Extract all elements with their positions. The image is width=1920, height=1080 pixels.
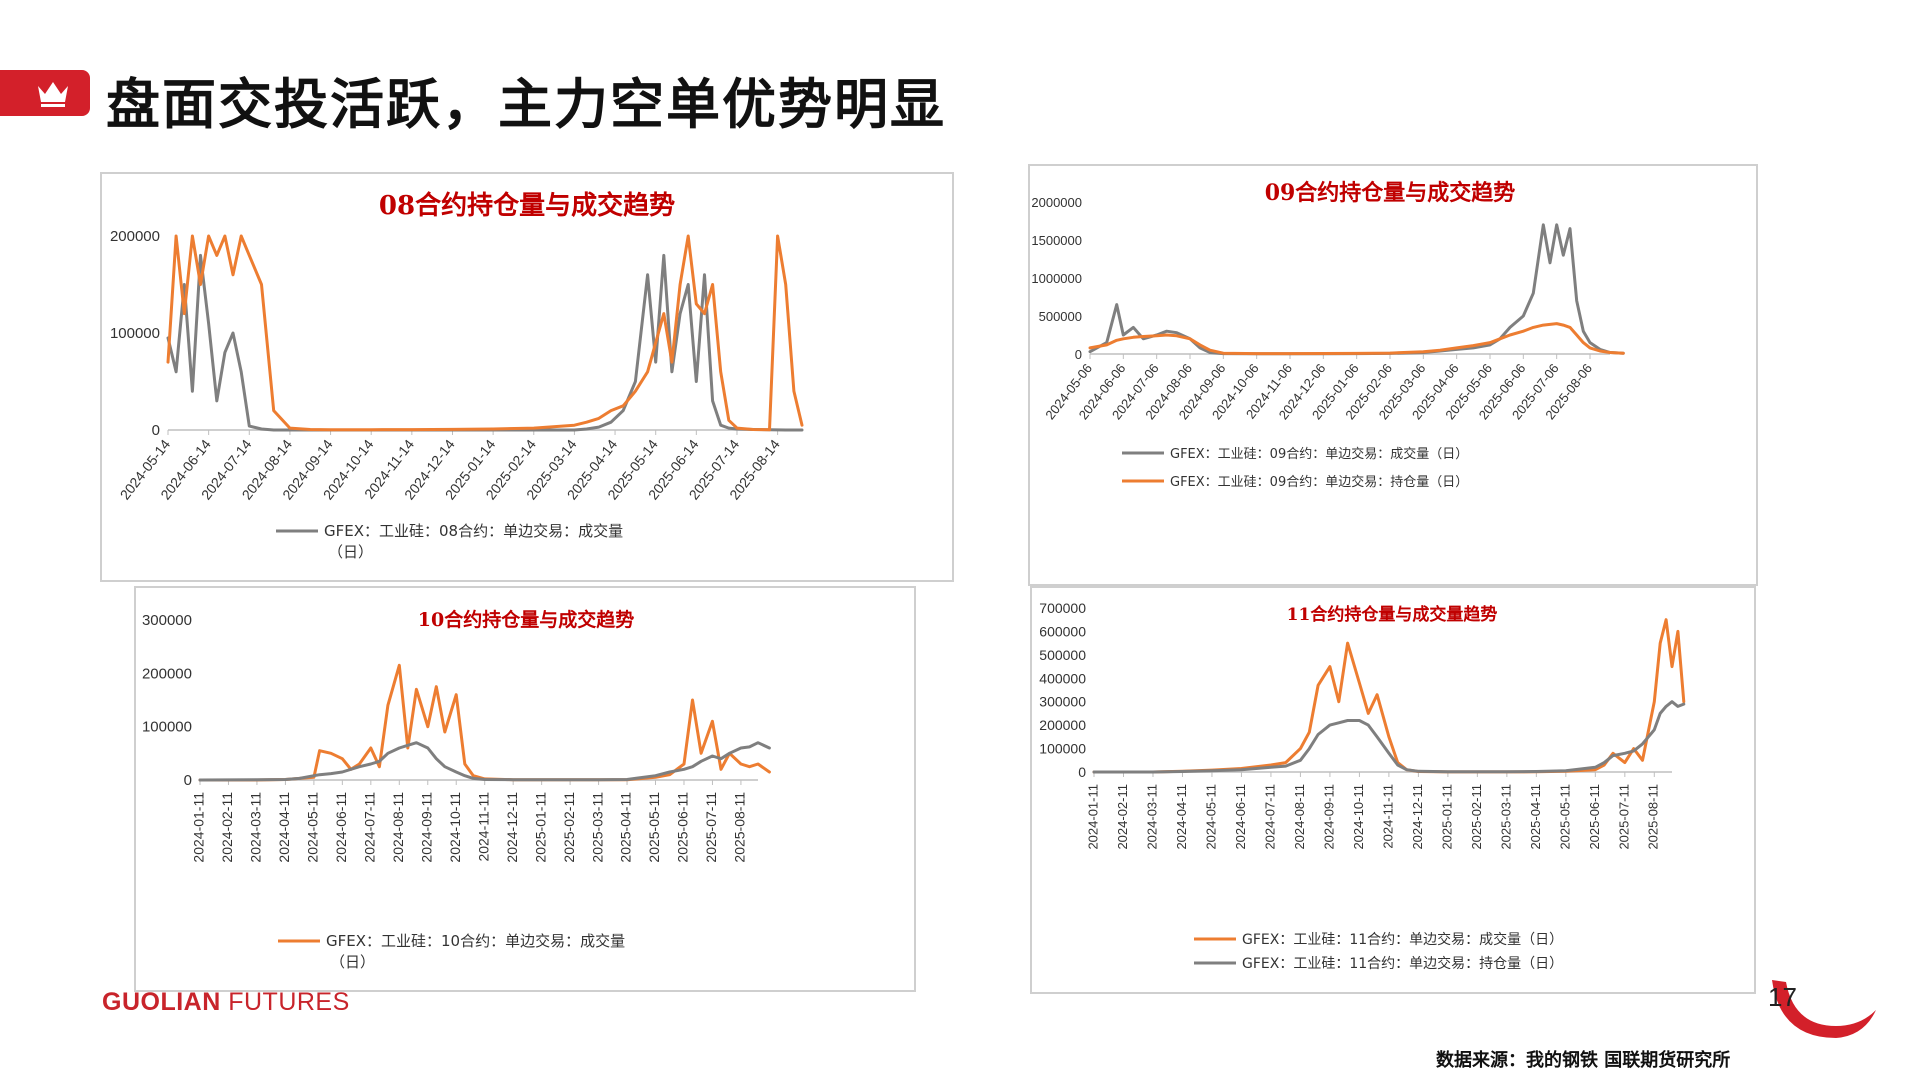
y-tick-label: 1500000 bbox=[1031, 233, 1082, 248]
y-tick-label: 200000 bbox=[142, 665, 192, 682]
legend-label: GFEX：工业硅：09合约：单边交易：成交量（日） bbox=[1170, 446, 1468, 462]
x-tick-label: 2024-10-11 bbox=[447, 792, 463, 863]
y-tick-label: 500000 bbox=[1039, 309, 1082, 324]
x-tick-label: 2024-07-11 bbox=[362, 792, 378, 863]
y-tick-label: 100000 bbox=[142, 719, 192, 736]
chart-panel-08: 08合约持仓量与成交趋势 0 100000 200000 2024-05-14 2024-… bbox=[100, 172, 954, 582]
x-tick-label: 2025-02-11 bbox=[561, 792, 577, 863]
x-tick-label: 2025-07-11 bbox=[703, 792, 719, 863]
x-tick-label: 2024-06-11 bbox=[1233, 784, 1248, 850]
x-tick-label: 2025-04-11 bbox=[1528, 784, 1543, 850]
series-line-2 bbox=[1092, 700, 1686, 774]
x-tick-label: 2024-11-11 bbox=[1380, 784, 1395, 849]
chart-09: 09合约持仓量与成交趋势 0 500000 1000000 1500000 2000000… bbox=[1031, 180, 1625, 490]
y-tick-label: 0 bbox=[152, 422, 160, 439]
legend-label: GFEX：工业硅：09合约：单边交易：持仓量（日） bbox=[1170, 474, 1468, 490]
x-tick-label: 2024-10-11 bbox=[1351, 784, 1366, 850]
series-line-1 bbox=[166, 253, 804, 432]
x-tick-label: 2024-01-11 bbox=[1085, 784, 1100, 850]
y-tick-label: 300000 bbox=[1039, 694, 1086, 710]
series-line-2 bbox=[1088, 322, 1625, 356]
y-tick-label: 700000 bbox=[1039, 600, 1086, 616]
x-tick-label: 2024-06-11 bbox=[333, 792, 349, 863]
legend-label: GFEX：工业硅：10合约：单边交易：成交量 （日） bbox=[326, 932, 625, 971]
y-tick-label: 400000 bbox=[1039, 670, 1086, 686]
x-tick-label: 2025-07-11 bbox=[1616, 784, 1631, 850]
legend-label-line: （日） bbox=[328, 543, 373, 561]
x-tick-label: 2025-06-11 bbox=[675, 792, 691, 863]
chart-11: 11合约持仓量与成交量趋势 0 100000 200000 300000 400000 50… bbox=[1039, 600, 1686, 972]
y-tick-label: 500000 bbox=[1039, 647, 1086, 663]
x-tick-label: 2025-01-11 bbox=[1439, 784, 1454, 850]
x-tick-label: 2024-11-11 bbox=[475, 792, 491, 862]
x-tick-label: 2025-03-11 bbox=[589, 792, 605, 863]
page-title: 盘面交投活跃，主力空单优势明显 bbox=[106, 73, 946, 136]
x-tick-label: 2025-03-11 bbox=[1498, 784, 1513, 850]
x-tick-label: 2025-08-11 bbox=[1646, 784, 1661, 850]
y-tick-label: 100000 bbox=[110, 325, 160, 342]
x-tick-label: 2024-12-11 bbox=[1410, 784, 1425, 850]
x-tick-label: 2024-04-11 bbox=[1174, 784, 1189, 850]
chart-title: 09合约持仓量与成交趋势 bbox=[1265, 180, 1516, 206]
x-tick-label: 2024-08-11 bbox=[1292, 784, 1307, 850]
legend-label: GFEX：工业硅：11合约：单边交易：持仓量（日） bbox=[1242, 955, 1563, 972]
y-tick-label: 0 bbox=[1078, 764, 1086, 780]
brand-part2: FUTURES bbox=[220, 988, 350, 1016]
x-tick-label: 2025-04-11 bbox=[618, 792, 634, 863]
y-tick-label: 0 bbox=[184, 772, 192, 789]
y-tick-label: 200000 bbox=[1039, 717, 1086, 733]
chart-title: 11合约持仓量与成交量趋势 bbox=[1287, 604, 1498, 625]
x-tick-label: 2024-05-11 bbox=[1203, 784, 1218, 850]
x-tick-label: 2024-03-11 bbox=[1144, 784, 1159, 850]
x-tick-label: 2025-05-11 bbox=[646, 792, 662, 863]
x-tick-label: 2024-07-11 bbox=[1262, 784, 1277, 850]
x-tick-label: 2024-09-11 bbox=[1321, 784, 1336, 850]
y-tick-label: 300000 bbox=[142, 612, 192, 629]
chart-title: 08合约持仓量与成交趋势 bbox=[379, 190, 675, 221]
x-tick-label: 2024-09-11 bbox=[418, 792, 434, 863]
y-tick-label: 1000000 bbox=[1031, 271, 1082, 286]
y-tick-label: 100000 bbox=[1039, 741, 1086, 757]
chart-panel-09: 09合约持仓量与成交趋势 0 500000 1000000 1500000 2000000… bbox=[1028, 164, 1758, 586]
x-tick-label: 2024-03-11 bbox=[248, 792, 264, 863]
x-tick-label: 2025-06-11 bbox=[1587, 784, 1602, 850]
chart-title: 10合约持仓量与成交趋势 bbox=[418, 608, 634, 631]
brand-part1: GUOLIAN bbox=[102, 988, 221, 1016]
x-tick-label: 2025-05-11 bbox=[1557, 784, 1572, 850]
series-line-1 bbox=[1092, 618, 1686, 774]
x-tick-label: 2024-01-11 bbox=[191, 792, 207, 863]
chart-08: 08合约持仓量与成交趋势01000002000002024-05-142024-… bbox=[110, 190, 804, 561]
x-tick-label: 2024-08-11 bbox=[390, 792, 406, 863]
legend-label-line: GFEX：工业硅：08合约：单边交易：成交量 bbox=[324, 522, 623, 540]
x-tick-label: 2024-12-11 bbox=[504, 792, 520, 863]
x-tick-label: 2024-02-11 bbox=[1115, 784, 1130, 850]
legend-label: GFEX：工业硅：11合约：单边交易：成交量（日） bbox=[1242, 931, 1563, 948]
y-tick-label: 0 bbox=[1075, 347, 1082, 362]
x-tick-label: 2025-02-11 bbox=[1469, 784, 1484, 850]
legend-label-line: GFEX：工业硅：10合约：单边交易：成交量 bbox=[326, 932, 625, 950]
page-number: 17 bbox=[1768, 982, 1797, 1012]
y-tick-label: 2000000 bbox=[1031, 195, 1082, 210]
series-line-1 bbox=[198, 663, 771, 782]
y-tick-label: 200000 bbox=[110, 228, 160, 245]
chart-panel-11: 11合约持仓量与成交量趋势 0 100000 200000 300000 400000 50… bbox=[1030, 586, 1756, 994]
page-number-arc-icon bbox=[1772, 980, 1876, 1038]
legend-label: GFEX：工业硅：08合约：单边交易：成交量 （日） bbox=[324, 522, 623, 561]
crown-icon bbox=[38, 82, 68, 107]
x-tick-label: 2024-02-11 bbox=[219, 792, 235, 863]
chart-10: 10合约持仓量与成交趋势 0 100000 200000 300000 2024-01-1… bbox=[142, 608, 771, 971]
source-note: 数据来源：我的钢铁 国联期货研究所 bbox=[1436, 1050, 1731, 1071]
series-line-2 bbox=[198, 741, 771, 782]
brand-logo: GUOLIAN FUTURES bbox=[102, 988, 350, 1017]
x-tick-label: 2024-04-11 bbox=[276, 792, 292, 863]
x-tick-label: 2024-05-11 bbox=[305, 792, 321, 863]
x-tick-label: 2025-01-11 bbox=[532, 792, 548, 863]
y-tick-label: 600000 bbox=[1039, 623, 1086, 639]
title-accent-bar bbox=[0, 70, 90, 116]
x-tick-label: 2025-08-11 bbox=[732, 792, 748, 863]
series-line-2 bbox=[166, 234, 804, 432]
legend-label-line: （日） bbox=[330, 953, 375, 971]
chart-panel-10: 10合约持仓量与成交趋势 0 100000 200000 300000 2024-01-1… bbox=[134, 586, 916, 992]
